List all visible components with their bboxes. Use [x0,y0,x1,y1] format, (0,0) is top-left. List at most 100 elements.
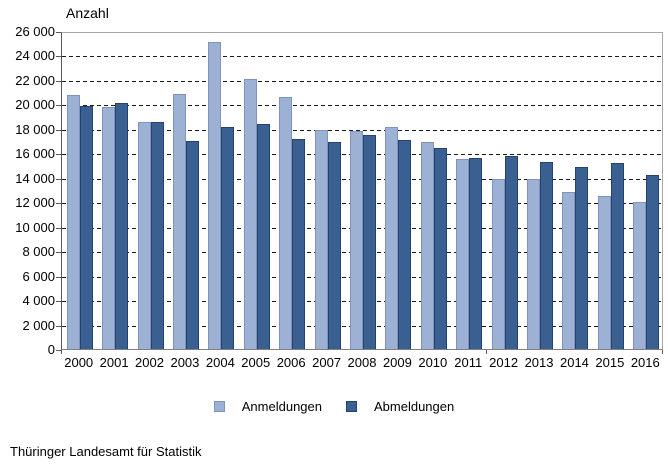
y-tick-mark-18000 [56,130,61,131]
legend-item-anmeldungen: Anmeldungen [213,399,322,414]
bar-anmeldungen-2003 [172,94,186,349]
x-tick-label-2015: 2015 [595,355,625,370]
bar-anmeldungen-2009 [385,127,399,349]
y-tick-label-2000: 2 000 [22,318,55,333]
y-tick-mark-16000 [56,154,61,155]
y-tick-label-0: 0 [47,342,55,357]
bar-anmeldungen-2007 [314,130,328,349]
bar-group-2010 [416,31,451,349]
legend-label-anmeldungen: Anmeldungen [241,399,322,414]
bar-abmeldungen-2009 [398,140,412,349]
bar-abmeldungen-2001 [115,103,129,349]
y-tick-label-14000: 14 000 [15,171,55,186]
y-tick-mark-20000 [56,105,61,106]
x-tick-label-2002: 2002 [135,355,164,370]
x-tick-label-2005: 2005 [241,355,271,370]
y-tick-mark-24000 [56,56,61,57]
bar-abmeldungen-2003 [185,141,199,349]
bar-anmeldungen-2001 [102,107,116,349]
x-tick-label-2003: 2003 [170,355,200,370]
bar-abmeldungen-2011 [469,158,483,349]
x-tick-label-2004: 2004 [205,355,235,370]
y-tick-mark-2000 [56,326,61,327]
legend-swatch-anmeldungen [213,401,225,412]
bar-abmeldungen-2005 [256,124,270,349]
x-tick-label-2001: 2001 [99,355,129,370]
x-tick-mark-0 [61,350,62,354]
x-tick-label-2007: 2007 [312,355,342,370]
y-tick-label-24000: 24 000 [15,48,55,63]
bar-abmeldungen-2006 [292,139,306,349]
plot-area [61,32,663,350]
y-tick-mark-0 [56,350,61,351]
bar-anmeldungen-2014 [562,192,576,349]
bar-anmeldungen-2004 [208,42,222,349]
bar-abmeldungen-2000 [79,106,93,349]
x-tick-label-2013: 2013 [524,355,554,370]
y-tick-mark-6000 [56,277,61,278]
bar-group-2000 [62,31,97,349]
y-tick-mark-12000 [56,203,61,204]
x-tick-label-2006: 2006 [276,355,306,370]
x-tick-label-2010: 2010 [418,355,448,370]
bar-anmeldungen-2016 [633,202,647,349]
bar-group-2001 [97,31,132,349]
bar-abmeldungen-2016 [646,175,660,349]
bar-anmeldungen-2012 [491,179,505,349]
bar-group-2003 [168,31,203,349]
x-tick-label-2009: 2009 [382,355,412,370]
bar-abmeldungen-2008 [362,135,376,349]
bar-group-2014 [558,31,593,349]
bar-group-2006 [274,31,309,349]
bar-anmeldungen-2013 [527,179,541,349]
x-tick-label-2011: 2011 [454,355,483,370]
bar-group-2013 [522,31,557,349]
y-tick-mark-14000 [56,179,61,180]
bar-group-2004 [204,31,239,349]
x-tick-label-2008: 2008 [347,355,377,370]
x-tick-label-2014: 2014 [559,355,589,370]
bar-group-2011 [452,31,487,349]
bar-group-2012 [487,31,522,349]
y-tick-mark-8000 [56,252,61,253]
y-tick-label-10000: 10 000 [15,220,55,235]
bar-group-2015 [593,31,628,349]
bar-anmeldungen-2002 [137,122,151,349]
y-tick-label-20000: 20 000 [15,97,55,112]
bar-abmeldungen-2010 [433,148,447,349]
y-tick-label-12000: 12 000 [15,195,55,210]
bar-group-2005 [239,31,274,349]
x-tick-mark-12 [486,350,487,354]
gridline-24000 [62,56,662,57]
bar-anmeldungen-2005 [243,79,257,349]
bar-anmeldungen-2008 [349,131,363,349]
bar-group-2007 [310,31,345,349]
source-text: Thüringer Landesamt für Statistik [10,444,202,459]
bar-abmeldungen-2007 [327,142,341,349]
bar-anmeldungen-2015 [597,196,611,349]
bar-group-2016 [629,31,664,349]
y-tick-label-22000: 22 000 [15,73,55,88]
bar-group-2002 [133,31,168,349]
bar-abmeldungen-2002 [150,122,164,349]
y-tick-label-6000: 6 000 [22,269,55,284]
y-tick-label-16000: 16 000 [15,146,55,161]
y-tick-label-4000: 4 000 [22,293,55,308]
bar-abmeldungen-2004 [221,127,235,349]
gridline-20000 [62,105,662,106]
bar-abmeldungen-2014 [575,167,589,349]
gridline-22000 [62,81,662,82]
bar-abmeldungen-2012 [504,156,518,349]
legend-label-abmeldungen: Abmeldungen [374,399,455,414]
bar-abmeldungen-2015 [610,163,624,349]
bar-anmeldungen-2010 [420,142,434,349]
legend: Anmeldungen Abmeldungen [0,399,668,414]
y-axis-title: Anzahl [66,5,109,21]
y-tick-label-8000: 8 000 [22,244,55,259]
gridline-18000 [62,130,662,131]
x-tick-mark-17 [662,350,663,354]
y-tick-mark-26000 [56,32,61,33]
x-tick-label-2016: 2016 [630,355,660,370]
bar-group-2009 [381,31,416,349]
